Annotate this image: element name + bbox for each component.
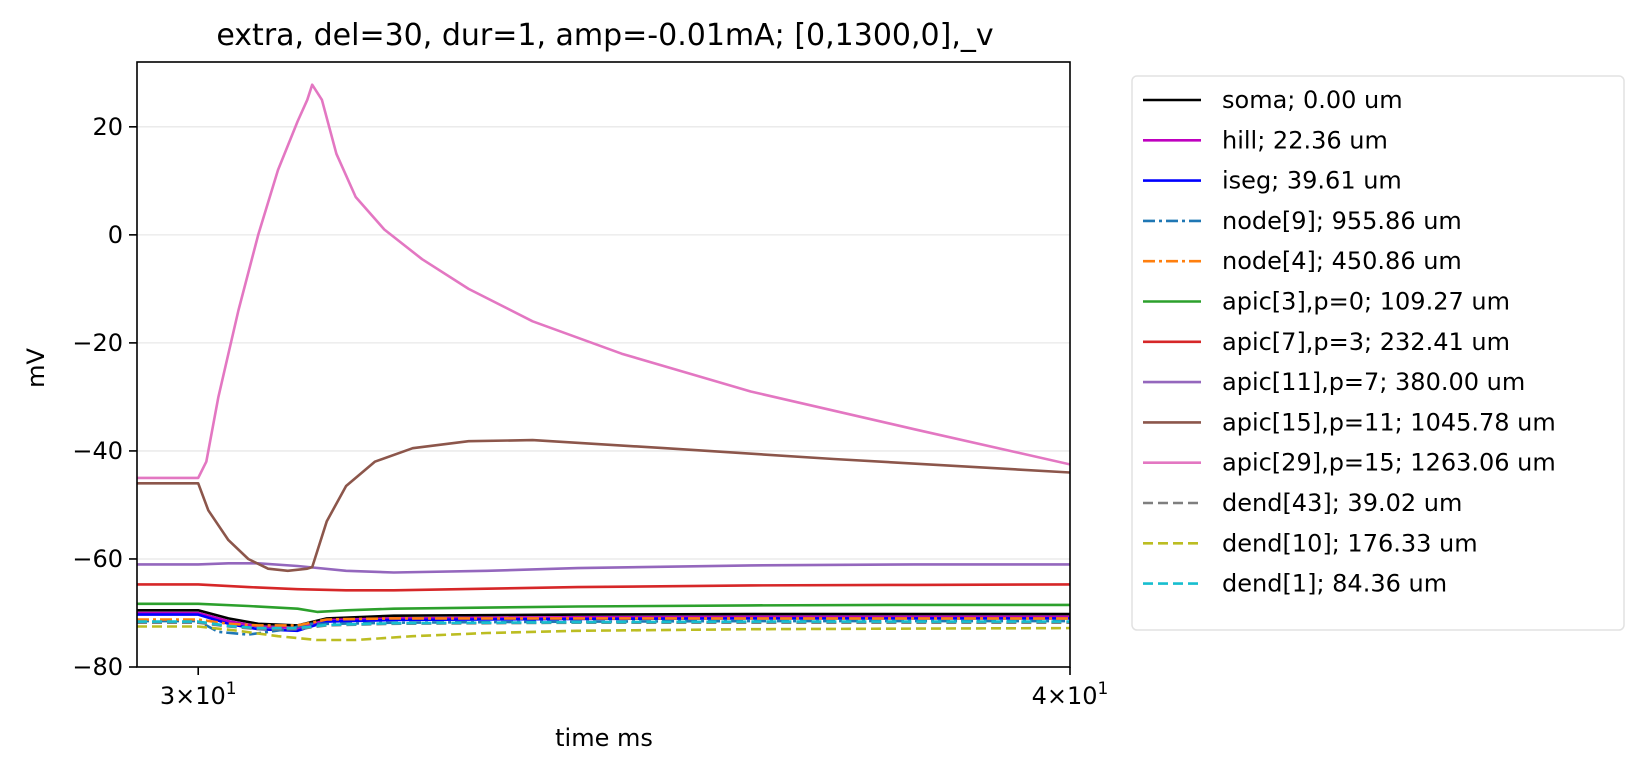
series-line-7 — [137, 583, 1070, 592]
series-line-13 — [137, 620, 1070, 630]
y-axis: 20 0 −20 −40 −60 −80 — [72, 113, 137, 681]
legend-label: apic[29],p=15; 1263.06 um — [1222, 449, 1556, 477]
y-tick-label: 0 — [108, 221, 123, 249]
legend-label: iseg; 39.61 um — [1222, 167, 1402, 195]
plot-frame — [136, 61, 1071, 668]
y-tick-label: −40 — [72, 437, 123, 465]
y-tick-label: −20 — [72, 329, 123, 357]
series-layer — [137, 83, 1070, 642]
x-tick-label: 4×101 — [1032, 679, 1109, 710]
series-line-9 — [137, 438, 1070, 573]
legend-label: dend[1]; 84.36 um — [1222, 570, 1447, 598]
legend-label: node[4]; 450.86 um — [1222, 247, 1462, 275]
series-line-12 — [137, 625, 1070, 642]
y-tick-label: −60 — [72, 545, 123, 573]
y-axis-label: mV — [22, 348, 50, 388]
x-axis-label: time ms — [555, 724, 653, 752]
series-line-4 — [137, 619, 1070, 636]
legend-label: dend[10]; 176.33 um — [1222, 529, 1478, 557]
legend-label: apic[11],p=7; 380.00 um — [1222, 368, 1525, 396]
y-tick-label: −80 — [72, 653, 123, 681]
grid-layer — [137, 126, 1070, 560]
series-line-6 — [137, 602, 1070, 614]
legend: soma; 0.00 um hill; 22.36 um iseg; 39.61 u… — [1131, 75, 1625, 631]
chart-title: extra, del=30, dur=1, amp=-0.01mA; [0,13… — [216, 18, 993, 53]
series-line-5 — [137, 617, 1070, 627]
legend-label: dend[43]; 39.02 um — [1222, 489, 1462, 517]
series-line-8 — [137, 561, 1070, 574]
series-line-10 — [137, 83, 1070, 480]
legend-label: apic[3],p=0; 109.27 um — [1222, 288, 1510, 316]
x-tick-label: 3×101 — [160, 679, 237, 710]
legend-label: hill; 22.36 um — [1222, 126, 1388, 154]
legend-label: apic[7],p=3; 232.41 um — [1222, 328, 1510, 356]
y-tick-label: 20 — [92, 113, 123, 141]
legend-label: soma; 0.00 um — [1222, 86, 1403, 114]
legend-frame — [1131, 75, 1625, 631]
legend-label: apic[15],p=11; 1045.78 um — [1222, 408, 1556, 436]
legend-label: node[9]; 955.86 um — [1222, 207, 1462, 235]
x-axis: 3×101 4×101 — [160, 667, 1109, 710]
